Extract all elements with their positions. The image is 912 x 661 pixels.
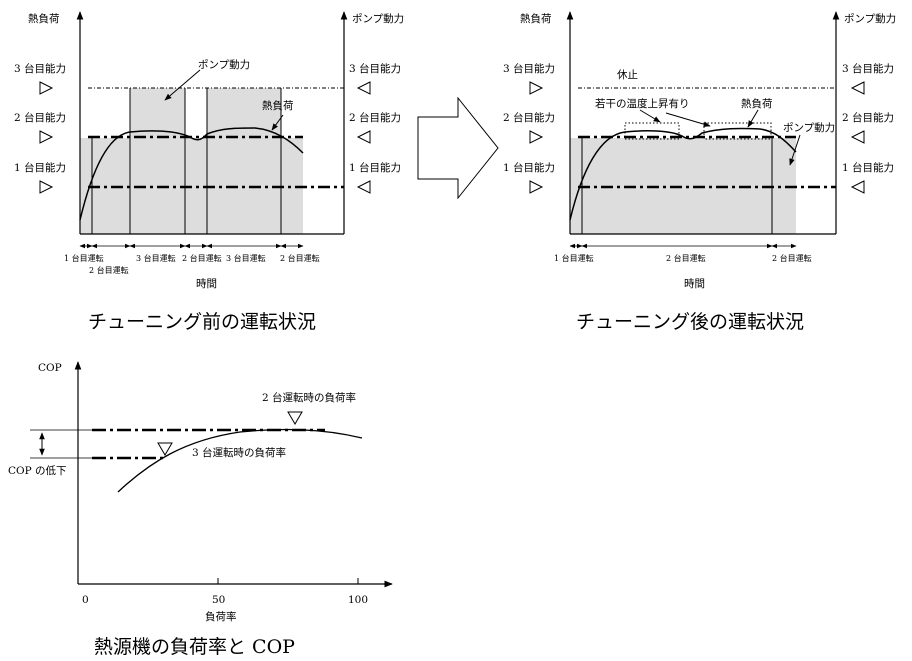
after-tuning-diagram: 休止 若干の温度上昇有り 熱負荷 ポンプ動力 熱負荷 ポンプ動力 3 台目能力 …	[503, 11, 896, 333]
cop-diagram: COP 0 50 100 負荷率 2 台運転時の負荷率 3 台運転時の負荷率 C…	[8, 361, 393, 658]
segment-label-after-2: 2 台目運転	[666, 253, 706, 263]
three-unit-load-label: 3 台運転時の負荷率	[192, 446, 286, 459]
before-caption: チューニング前の運転状況	[88, 311, 316, 333]
cap1-marker-right	[356, 180, 371, 194]
cap1-marker-left	[39, 180, 54, 194]
cap1-label-left-after: 1 台目能力	[503, 161, 555, 174]
cap3-marker-right	[356, 81, 371, 95]
cap1-label-right: 1 台目能力	[349, 161, 401, 174]
time-axis-label: 時間	[196, 278, 217, 290]
segment-dividers	[91, 88, 282, 234]
cap3-marker-right-after	[850, 81, 865, 95]
segment-label-3: 3 台目運転	[136, 253, 176, 263]
x-tick-0: 0	[82, 594, 89, 606]
cap3-label-left: 3 台目能力	[14, 62, 66, 75]
shade-stage2c	[281, 138, 303, 234]
cop-caption: 熱源機の負荷率と COP	[94, 636, 295, 658]
heat-load-label: 熱負荷	[262, 99, 294, 112]
cap2-marker-left-after	[529, 130, 544, 144]
heat-load-label-after: 熱負荷	[741, 97, 773, 110]
segment-label-6: 2 台目運転	[280, 253, 320, 263]
before-tuning-diagram: ポンプ動力 熱負荷 熱負荷 ポンプ動力 3 台目能力 2 台目能力 1 台目能力…	[14, 11, 404, 333]
shade-stage3a	[130, 88, 185, 234]
heat-load-arrow	[271, 114, 284, 131]
segment-label-2: 2 台目運転	[89, 265, 129, 275]
cap2-marker-left	[39, 130, 54, 144]
two-unit-marker-icon	[287, 411, 303, 425]
two-unit-load-label: 2 台運転時の負荷率	[262, 391, 356, 404]
heat-load-curve	[79, 127, 304, 221]
cap2-label-right-after: 2 台目能力	[842, 111, 894, 124]
pump-power-arrow-after	[789, 134, 801, 166]
pump-power-arrow	[164, 69, 201, 101]
heat-load-arrow-after	[747, 109, 759, 128]
cap2-label-right: 2 台目能力	[349, 111, 401, 124]
cap3-label-left-after: 3 台目能力	[503, 62, 555, 75]
stop-label: 休止	[617, 69, 638, 81]
x-tick-100: 100	[348, 594, 368, 606]
time-axis-label-after: 時間	[684, 278, 705, 290]
cop-drop-label: COP の低下	[8, 464, 67, 477]
cop-curve	[117, 428, 363, 493]
heat-load-curve-after	[569, 127, 797, 221]
y-right-label: ポンプ動力	[352, 12, 404, 25]
cap3-marker-left-after	[529, 81, 544, 95]
temp-rise-arrow-1	[639, 109, 661, 123]
segment-label-1: 1 台目運転	[64, 253, 104, 263]
shade-stage3b	[207, 88, 281, 234]
after-caption: チューニング後の運転状況	[576, 311, 804, 333]
cap2-label-left-after: 2 台目能力	[503, 111, 555, 124]
segment-label-5: 3 台目運転	[226, 253, 266, 263]
temp-rise-label: 若干の温度上昇有り	[595, 97, 690, 110]
cap2-label-left: 2 台目能力	[14, 111, 66, 124]
segment-label-after-1: 1 台目運転	[554, 253, 594, 263]
cap2-marker-right-after	[850, 130, 865, 144]
cap3-marker-left	[39, 81, 54, 95]
load-rate-axis-label: 負荷率	[205, 610, 237, 623]
cap3-label-right: 3 台目能力	[349, 62, 401, 75]
segment-label-after-3: 2 台目運転	[772, 253, 812, 263]
temp-rise-box-2	[703, 122, 772, 140]
y-right-label-after: ポンプ動力	[844, 12, 896, 25]
cap1-marker-left-after	[529, 180, 544, 194]
y-left-label-after: 熱負荷	[520, 12, 552, 25]
cop-axis-label: COP	[38, 362, 62, 374]
cap1-label-right-after: 1 台目能力	[842, 161, 894, 174]
y-left-label: 熱負荷	[28, 12, 60, 25]
transition-arrow-icon	[417, 96, 499, 200]
x-tick-50: 50	[212, 594, 225, 606]
segment-label-4: 2 台目運転	[182, 253, 222, 263]
three-unit-marker-icon	[157, 442, 173, 456]
pump-power-label: ポンプ動力	[198, 58, 250, 71]
pump-power-label-after: ポンプ動力	[783, 121, 835, 134]
temp-rise-arrow-2	[665, 112, 711, 127]
cap3-label-right-after: 3 台目能力	[842, 62, 894, 75]
cap2-marker-right	[356, 130, 371, 144]
cap1-marker-right-after	[850, 180, 865, 194]
cap1-label-left: 1 台目能力	[14, 161, 66, 174]
